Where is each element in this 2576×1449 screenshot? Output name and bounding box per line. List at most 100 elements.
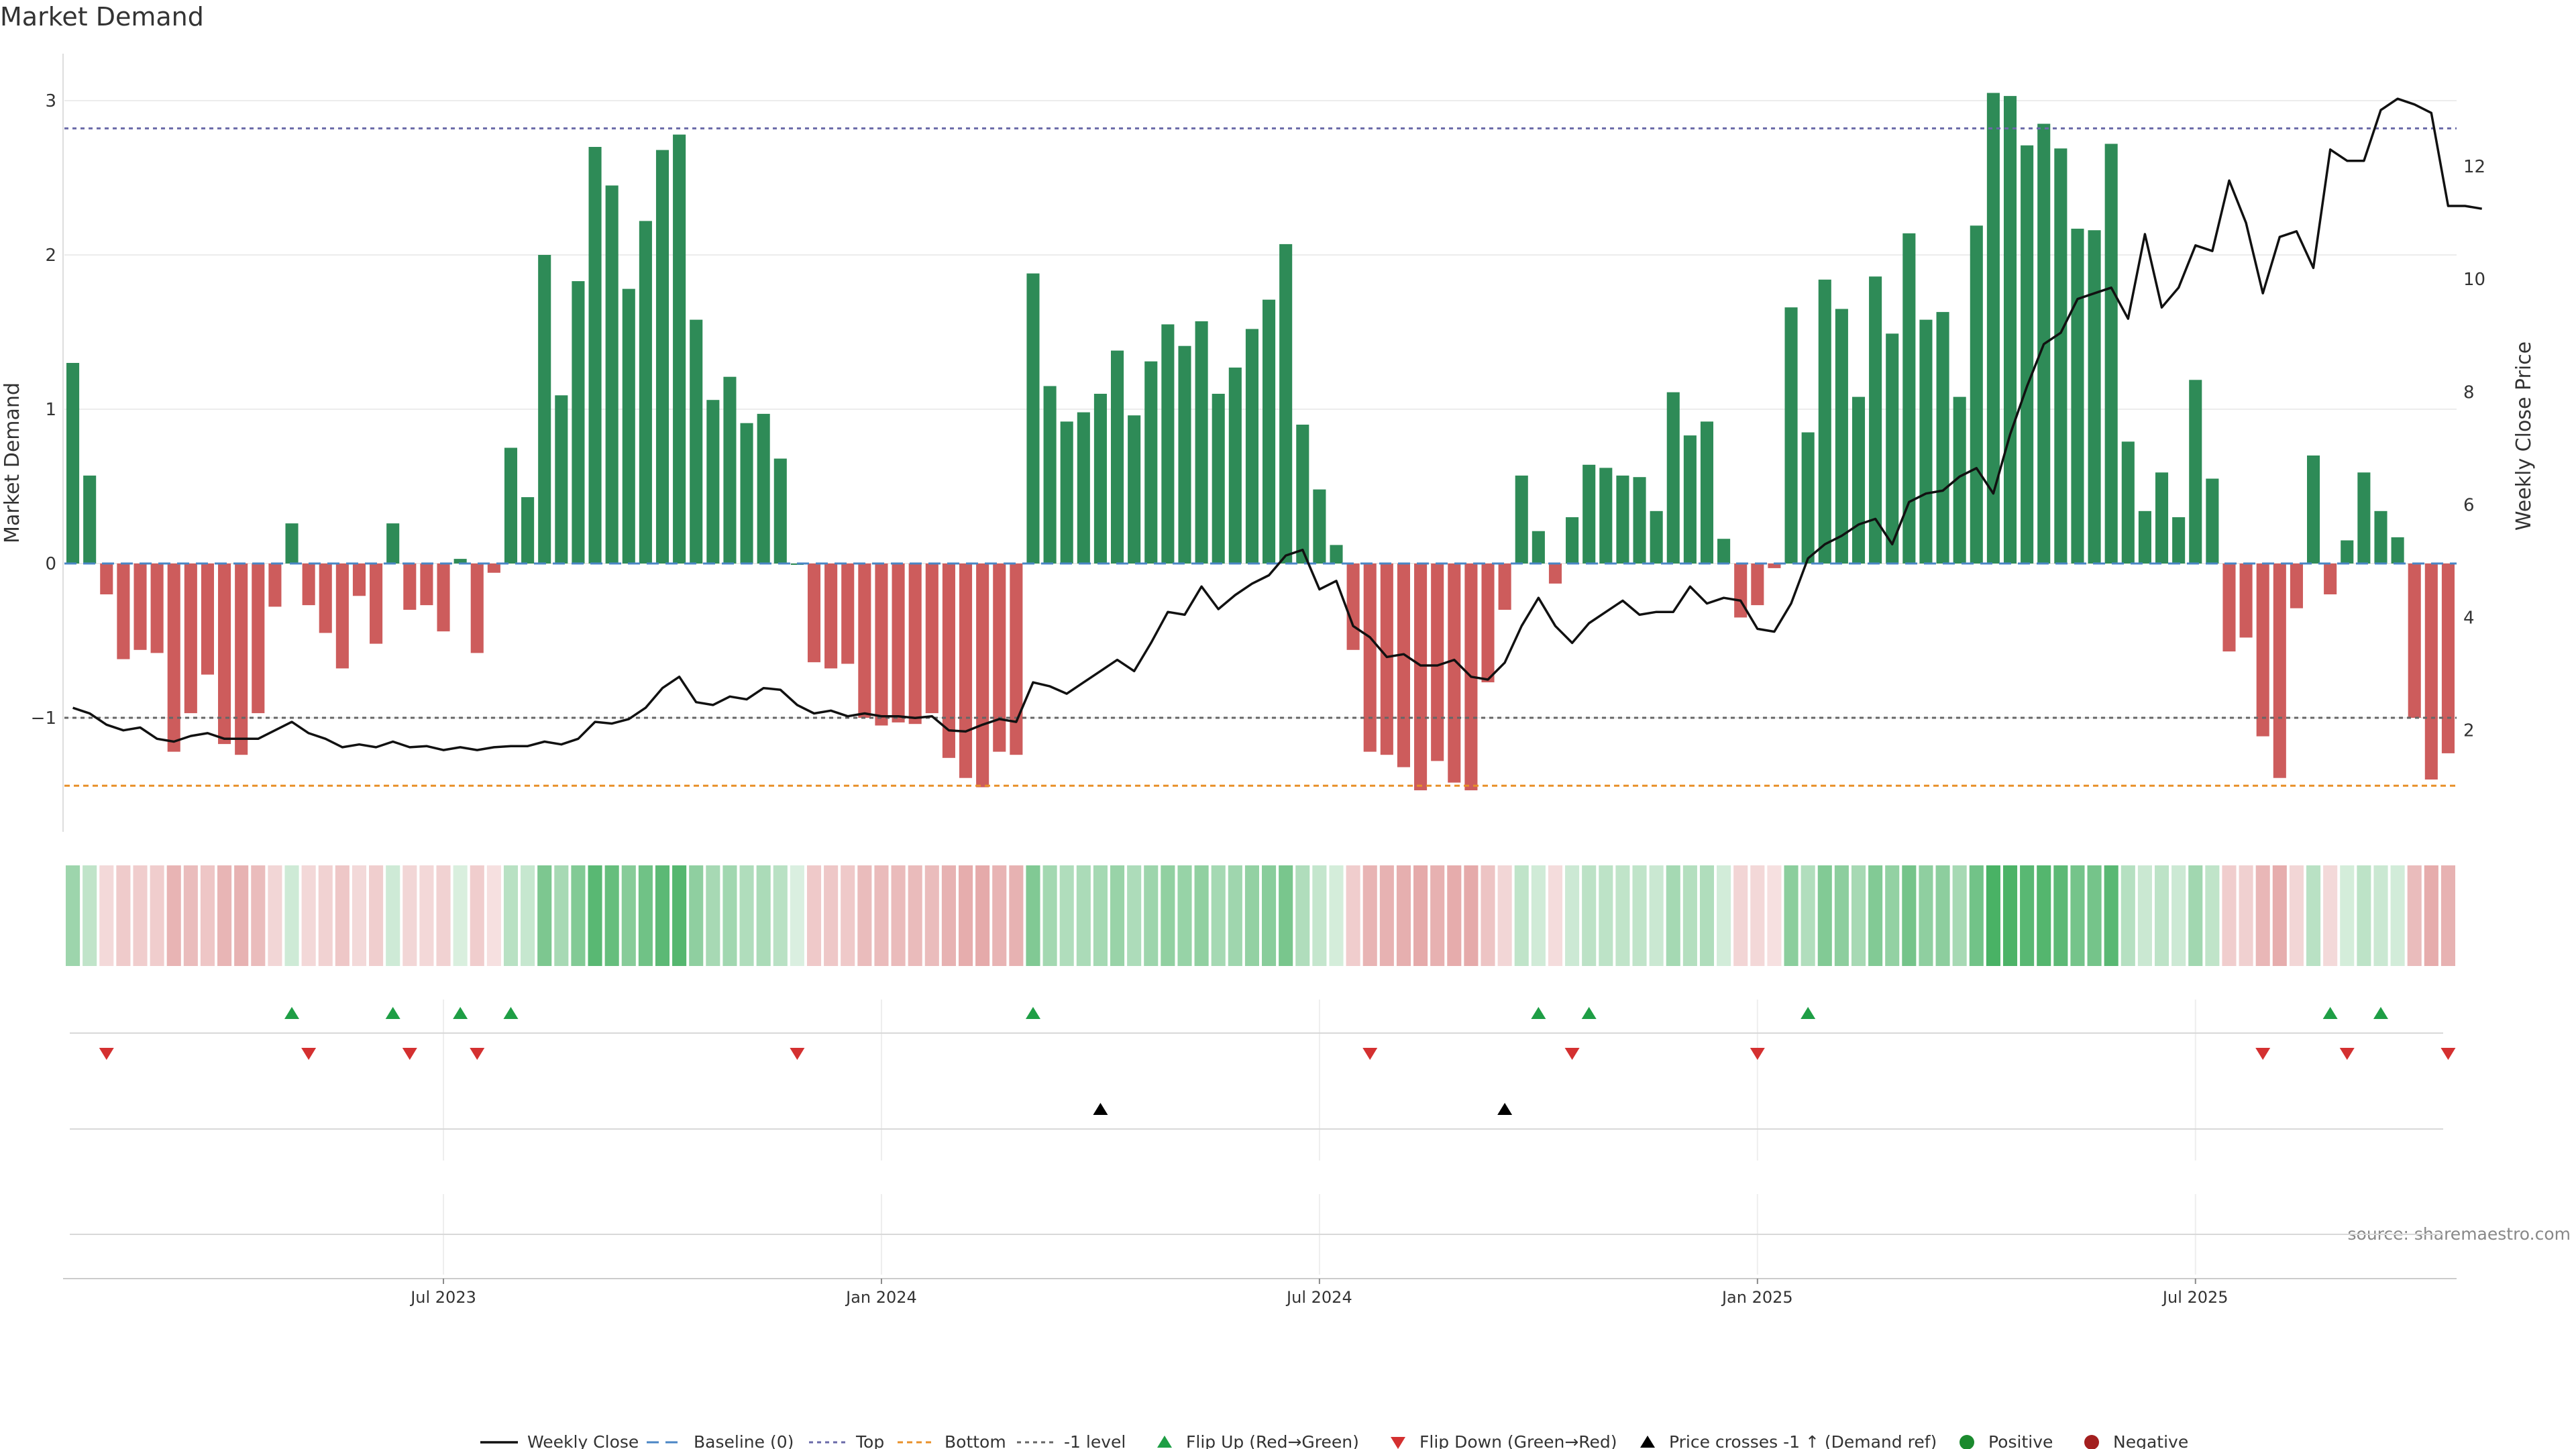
legend-label: Positive bbox=[1988, 1432, 2053, 1449]
heat-cell bbox=[1599, 865, 1613, 966]
demand-bar bbox=[268, 564, 282, 607]
demand-bar bbox=[807, 564, 821, 663]
demand-bar bbox=[352, 564, 366, 596]
demand-bar bbox=[959, 564, 973, 778]
heat-cell bbox=[841, 865, 855, 966]
demand-bar bbox=[1566, 517, 1579, 564]
heat-cell bbox=[369, 865, 384, 966]
demand-bar bbox=[150, 564, 164, 653]
heat-cell bbox=[1666, 865, 1680, 966]
flip-down-marker bbox=[1750, 1048, 1765, 1060]
demand-bar bbox=[403, 564, 417, 610]
demand-heat-strip bbox=[66, 865, 2455, 966]
demand-bar bbox=[201, 564, 215, 675]
flip-up-marker bbox=[2322, 1007, 2338, 1019]
demand-bar bbox=[572, 281, 585, 564]
heat-cell bbox=[1262, 865, 1277, 966]
demand-bar bbox=[1851, 396, 1866, 564]
heat-cell bbox=[554, 865, 569, 966]
heat-cell bbox=[1042, 865, 1057, 966]
demand-bar bbox=[1363, 564, 1377, 752]
heat-cell bbox=[857, 865, 872, 966]
demand-bar bbox=[2357, 472, 2371, 564]
demand-bar bbox=[2273, 564, 2286, 778]
heat-cell bbox=[133, 865, 148, 966]
demand-bar bbox=[740, 423, 753, 564]
heat-cell bbox=[571, 865, 586, 966]
demand-bar bbox=[1245, 329, 1258, 564]
heat-cell bbox=[2087, 865, 2102, 966]
heat-cell bbox=[1699, 865, 1715, 966]
demand-bar bbox=[2138, 511, 2151, 564]
demand-bar bbox=[1414, 564, 1428, 791]
demand-bar bbox=[1936, 312, 1949, 564]
flip-up-marker bbox=[1801, 1007, 1816, 1019]
demand-bar bbox=[167, 564, 180, 752]
heat-cell bbox=[1615, 865, 1630, 966]
flip-up-marker bbox=[2373, 1007, 2388, 1019]
demand-bar bbox=[1700, 421, 1714, 564]
heat-cell bbox=[1228, 865, 1242, 966]
heat-cell bbox=[150, 865, 164, 966]
left-tick-label: −1 bbox=[31, 708, 56, 729]
demand-bar bbox=[1986, 93, 2000, 564]
demand-bar bbox=[2222, 564, 2236, 652]
heat-cell bbox=[790, 865, 804, 966]
legend-swatch-positive bbox=[1960, 1435, 1974, 1449]
demand-bar bbox=[2441, 564, 2455, 753]
heat-cell bbox=[958, 865, 973, 966]
right-tick-label: 8 bbox=[2463, 382, 2475, 402]
heat-cell bbox=[2357, 865, 2371, 966]
heat-cell bbox=[2104, 865, 2118, 966]
demand-bar bbox=[252, 564, 265, 714]
heat-cell bbox=[1817, 865, 1832, 966]
demand-bar bbox=[437, 564, 450, 632]
heat-cell bbox=[992, 865, 1007, 966]
heat-cell bbox=[2002, 865, 2018, 966]
heat-cell bbox=[1801, 865, 1815, 966]
heat-cell bbox=[1497, 865, 1512, 966]
heat-cell bbox=[183, 865, 198, 966]
heat-cell bbox=[1413, 865, 1428, 966]
heat-cell bbox=[537, 865, 552, 966]
heat-cell bbox=[1161, 865, 1175, 966]
demand-bar bbox=[2088, 230, 2101, 564]
demand-bar bbox=[335, 564, 349, 669]
heat-cell bbox=[284, 865, 299, 966]
heat-cell bbox=[1329, 865, 1344, 966]
heat-cell bbox=[1565, 865, 1580, 966]
legend-label: Negative bbox=[2113, 1432, 2188, 1449]
heat-cell bbox=[352, 865, 367, 966]
heat-cell bbox=[200, 865, 215, 966]
demand-bar bbox=[655, 150, 669, 564]
heat-cell bbox=[1464, 865, 1479, 966]
demand-bar bbox=[1869, 276, 1882, 564]
heat-cell bbox=[655, 865, 670, 966]
heat-cell bbox=[1177, 865, 1192, 966]
demand-bar bbox=[117, 564, 130, 659]
demand-bar bbox=[1144, 361, 1158, 564]
x-tick-label: Jul 2023 bbox=[409, 1288, 476, 1307]
heat-cell bbox=[2171, 865, 2186, 966]
demand-bar bbox=[1633, 477, 1646, 564]
x-tick-label: Jan 2025 bbox=[1721, 1288, 1793, 1307]
heat-cell bbox=[301, 865, 316, 966]
demand-bar bbox=[1481, 564, 1495, 683]
left-tick-label: 2 bbox=[45, 246, 56, 266]
heat-cell bbox=[1649, 865, 1664, 966]
flip-up-marker bbox=[284, 1007, 300, 1019]
flip-down-marker bbox=[2339, 1048, 2355, 1060]
demand-bar bbox=[622, 288, 635, 564]
legend-label: Price crosses -1 ↑ (Demand ref) bbox=[1669, 1432, 1937, 1449]
flip-down-marker bbox=[1564, 1048, 1580, 1060]
heat-cell bbox=[83, 865, 97, 966]
heat-cell bbox=[773, 865, 788, 966]
demand-bar bbox=[1330, 545, 1343, 564]
heat-cell bbox=[1851, 865, 1866, 966]
heat-cell bbox=[217, 865, 232, 966]
heat-cell bbox=[1784, 865, 1799, 966]
heat-cell bbox=[2053, 865, 2068, 966]
right-tick-label: 6 bbox=[2463, 495, 2475, 515]
legend-label: Flip Up (Red→Green) bbox=[1186, 1432, 1359, 1449]
